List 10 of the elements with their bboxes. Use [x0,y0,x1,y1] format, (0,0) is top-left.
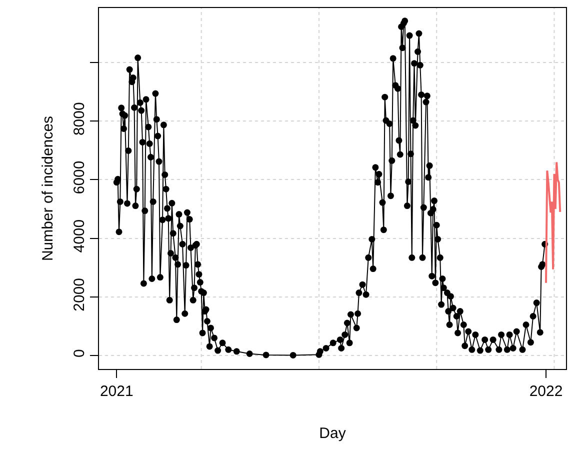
y-tick-label: 8000 [71,102,88,136]
x-tick-label: 2021 [100,383,134,400]
y-tick-label: 2000 [71,278,88,312]
y-tick-label: 6000 [71,160,88,194]
y-axis-title: Number of incidences [39,116,56,262]
y-tick-label: 4000 [71,219,88,253]
x-tick-label: 2022 [529,383,563,400]
line-series [545,161,562,284]
x-axis-title: Day [319,425,346,442]
y-tick-label: 0 [71,349,88,358]
